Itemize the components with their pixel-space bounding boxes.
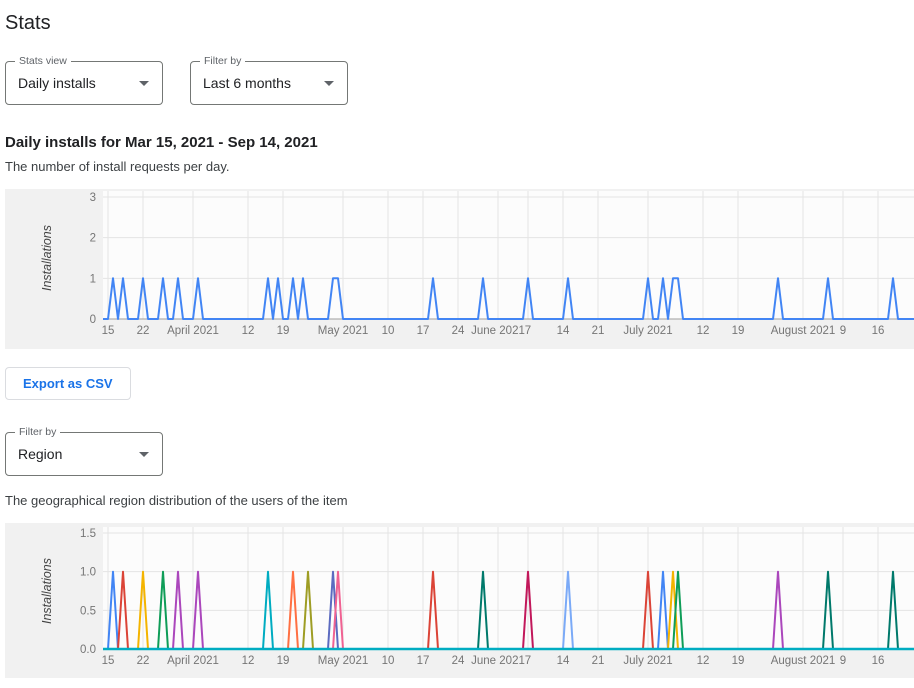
- region-filter-value: Region: [18, 446, 63, 462]
- date-range-label: Filter by: [200, 55, 246, 67]
- svg-text:21: 21: [592, 655, 605, 667]
- svg-text:1: 1: [90, 273, 96, 285]
- svg-text:12: 12: [242, 655, 255, 667]
- filters-row: Stats view Daily installs Filter by Last…: [5, 55, 914, 105]
- svg-text:2: 2: [90, 233, 96, 245]
- svg-text:12: 12: [242, 325, 255, 337]
- chevron-down-icon: [139, 452, 149, 457]
- svg-text:7: 7: [525, 655, 531, 667]
- svg-text:1.5: 1.5: [80, 528, 96, 540]
- svg-text:1.0: 1.0: [80, 567, 96, 579]
- svg-text:July 2021: July 2021: [623, 655, 672, 667]
- svg-text:May 2021: May 2021: [318, 655, 369, 667]
- region-distribution-description: The geographical region distribution of …: [5, 493, 348, 508]
- chevron-down-icon: [324, 81, 334, 86]
- svg-text:14: 14: [557, 655, 570, 667]
- stats-view-select[interactable]: Stats view Daily installs: [5, 55, 163, 105]
- svg-text:22: 22: [137, 325, 150, 337]
- svg-text:9: 9: [840, 325, 846, 337]
- svg-text:14: 14: [557, 325, 570, 337]
- chevron-down-icon: [139, 81, 149, 86]
- svg-text:10: 10: [382, 655, 395, 667]
- date-range-select[interactable]: Filter by Last 6 months: [190, 55, 348, 105]
- svg-text:0.0: 0.0: [80, 644, 96, 656]
- svg-text:17: 17: [417, 325, 430, 337]
- svg-text:22: 22: [137, 655, 150, 667]
- svg-text:17: 17: [417, 655, 430, 667]
- daily-installs-chart[interactable]: 0 1 2 3 15 22 April 2021 12 19 May 2021 10 17 24 June…: [5, 189, 914, 349]
- svg-text:June 2021: June 2021: [471, 655, 525, 667]
- svg-text:19: 19: [732, 655, 745, 667]
- svg-text:August 2021: August 2021: [771, 655, 836, 667]
- svg-text:12: 12: [697, 325, 710, 337]
- svg-text:12: 12: [697, 655, 710, 667]
- date-range-value: Last 6 months: [203, 75, 291, 91]
- stats-view-label: Stats view: [15, 55, 71, 67]
- svg-text:0.5: 0.5: [80, 605, 96, 617]
- svg-text:3: 3: [90, 192, 96, 204]
- svg-text:19: 19: [732, 325, 745, 337]
- region-distribution-chart-canvas: 0.0 0.5 1.0 1.5 15 22 April 2021 12 19 May 2021 10…: [40, 527, 914, 667]
- svg-text:April 2021: April 2021: [167, 325, 219, 337]
- svg-text:July 2021: July 2021: [623, 325, 672, 337]
- svg-text:9: 9: [840, 655, 846, 667]
- svg-text:24: 24: [452, 325, 465, 337]
- region-filter-select[interactable]: Filter by Region: [5, 426, 163, 476]
- svg-text:16: 16: [872, 655, 885, 667]
- svg-text:August 2021: August 2021: [771, 325, 836, 337]
- svg-text:19: 19: [277, 655, 290, 667]
- svg-text:10: 10: [382, 325, 395, 337]
- svg-text:May 2021: May 2021: [318, 325, 369, 337]
- svg-text:19: 19: [277, 325, 290, 337]
- svg-text:15: 15: [102, 655, 115, 667]
- region-distribution-chart[interactable]: 0.0 0.5 1.0 1.5 15 22 April 2021 12 19 May 2021 10…: [5, 523, 914, 678]
- svg-text:7: 7: [525, 325, 531, 337]
- region-filter-label: Filter by: [15, 426, 61, 438]
- svg-text:April 2021: April 2021: [167, 655, 219, 667]
- svg-text:Installations: Installations: [40, 558, 54, 624]
- daily-installs-heading: Daily installs for Mar 15, 2021 - Sep 14…: [5, 134, 318, 151]
- svg-text:June 2021: June 2021: [471, 325, 525, 337]
- page-title: Stats: [5, 12, 51, 34]
- svg-text:0: 0: [90, 314, 96, 326]
- svg-text:Installations: Installations: [40, 225, 54, 291]
- export-csv-button[interactable]: Export as CSV: [5, 367, 131, 400]
- daily-installs-description: The number of install requests per day.: [5, 159, 230, 174]
- svg-text:21: 21: [592, 325, 605, 337]
- svg-text:16: 16: [872, 325, 885, 337]
- stats-view-value: Daily installs: [18, 75, 96, 91]
- svg-text:24: 24: [452, 655, 465, 667]
- svg-text:15: 15: [102, 325, 115, 337]
